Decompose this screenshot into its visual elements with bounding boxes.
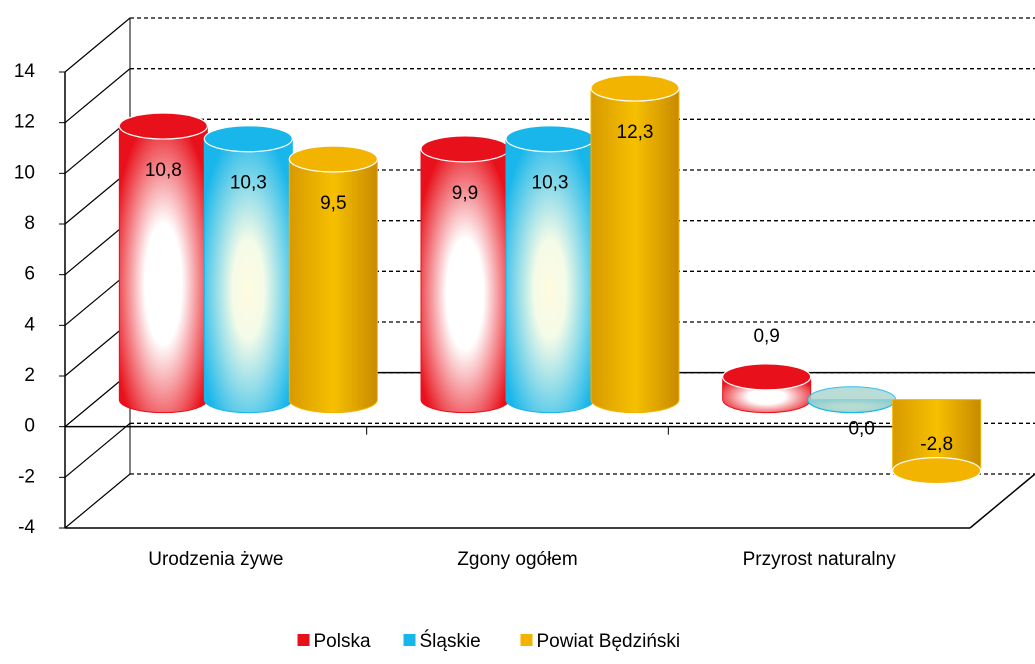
legend-label: Polska xyxy=(314,631,371,652)
value-label: 9,5 xyxy=(320,193,346,214)
x-tick-label: Zgony ogółem xyxy=(457,549,577,570)
bar xyxy=(722,363,812,414)
legend-swatch xyxy=(520,634,533,646)
y-tick-label: 4 xyxy=(24,314,35,335)
bar-top xyxy=(722,363,812,391)
y-tick-label: -4 xyxy=(18,517,35,538)
bar-top xyxy=(892,457,982,485)
bar xyxy=(807,386,897,414)
y-tick-label: 6 xyxy=(24,264,35,285)
grid-diagonal xyxy=(64,68,131,124)
value-label: 10,3 xyxy=(532,173,569,194)
value-label: 9,9 xyxy=(452,183,478,204)
bar-top xyxy=(807,386,897,414)
bar xyxy=(892,399,982,485)
value-label: -2,8 xyxy=(920,434,953,455)
value-label: 12,3 xyxy=(617,122,654,143)
grid-diagonal xyxy=(64,422,131,478)
y-tick-label: 8 xyxy=(24,213,35,234)
y-tick-label: 14 xyxy=(14,61,36,82)
value-label: 10,3 xyxy=(230,173,267,194)
bar-top xyxy=(288,145,378,173)
floor-line xyxy=(969,473,1035,529)
value-label: 0,0 xyxy=(848,419,874,440)
y-tick-label: 10 xyxy=(14,162,35,183)
legend-swatch xyxy=(403,634,416,646)
bar-top xyxy=(420,135,510,163)
bar-top xyxy=(203,125,293,153)
bar-top xyxy=(118,112,208,140)
bar xyxy=(420,135,510,414)
y-tick-label: -2 xyxy=(18,466,35,487)
legend-label: Powiat Będziński xyxy=(537,631,681,652)
bar xyxy=(118,112,208,414)
x-tick-label: Przyrost naturalny xyxy=(743,549,897,570)
bar xyxy=(590,74,680,414)
bar xyxy=(505,125,595,414)
x-tick-label: Urodzenia żywe xyxy=(148,549,283,570)
grid-diagonal xyxy=(64,17,131,73)
bar xyxy=(203,125,293,414)
bar-top xyxy=(590,74,680,102)
y-tick-label: 2 xyxy=(24,365,35,386)
bar xyxy=(288,145,378,414)
y-tick-label: 12 xyxy=(14,112,35,133)
legend-swatch xyxy=(297,634,310,646)
bar-body xyxy=(288,158,378,414)
y-tick-label: 0 xyxy=(24,416,35,437)
legend-label: Śląskie xyxy=(420,630,481,652)
value-label: 0,9 xyxy=(753,326,779,347)
grid-diagonal xyxy=(64,473,131,529)
bar-top xyxy=(505,125,595,153)
value-label: 10,8 xyxy=(145,160,182,181)
bar-body xyxy=(590,87,680,414)
